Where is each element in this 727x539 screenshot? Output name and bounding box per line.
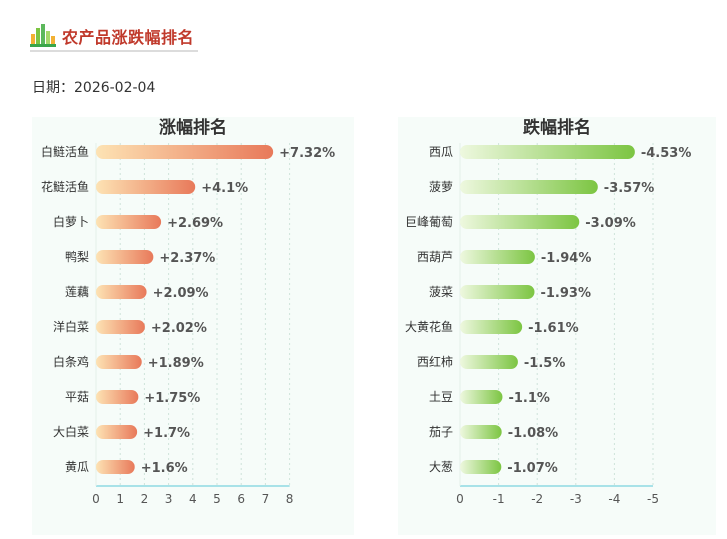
rise-x-tick-label: 7 <box>262 492 270 506</box>
fall-chart-title: 跌幅排名 <box>523 118 591 138</box>
rise-x-tick-label: 0 <box>92 492 100 506</box>
fall-bar <box>460 460 502 474</box>
fall-x-tick-label: -4 <box>608 492 620 506</box>
fall-bar <box>460 215 580 229</box>
fall-bar <box>460 390 503 404</box>
fall-value-label: -1.07% <box>507 461 558 476</box>
fall-value-label: -1.61% <box>528 321 579 336</box>
fall-chart-svg: 0 -1 -2 -3 -4 -5 西瓜 -4.53% 菠萝 -3.57% 巨峰葡萄 -3.09% 西葫芦… <box>405 143 692 506</box>
title-divider <box>30 50 198 52</box>
rise-category-label: 大白菜 <box>53 424 89 439</box>
fall-bar <box>460 250 535 264</box>
rise-category-label: 白萝卜 <box>53 214 89 229</box>
rise-chart-svg: 0 1 2 3 4 5 6 7 8 白鲢活鱼 +7.32% 花鲢活鱼 +4.1% 白萝卜 +2.69% 鸭梨 +… <box>41 143 335 506</box>
rise-category-label: 花鲢活鱼 <box>41 179 89 194</box>
fall-x-tick-label: 0 <box>456 492 464 506</box>
fall-value-label: -1.93% <box>540 286 591 301</box>
fall-category-label: 大葱 <box>429 460 453 474</box>
fall-category-label: 菠萝 <box>429 180 453 194</box>
fall-x-tick-label: -3 <box>570 492 582 506</box>
fall-bar <box>460 145 635 159</box>
fall-category-label: 茄子 <box>429 425 453 439</box>
rise-value-label: +1.6% <box>141 461 188 476</box>
rise-bar <box>96 285 147 299</box>
rise-value-label: +1.75% <box>144 391 200 406</box>
fall-ranking-chart: 跌幅排名 0 -1 -2 -3 -4 -5 西瓜 -4.53% 菠萝 -3.57% 巨峰葡萄 -3.0… <box>398 117 716 535</box>
rise-value-label: +2.02% <box>151 321 207 336</box>
fall-value-label: -3.09% <box>585 216 636 231</box>
fall-bar <box>460 355 518 369</box>
rise-bar <box>96 215 162 229</box>
date-value: 2026-02-04 <box>74 80 156 96</box>
fall-value-label: -1.5% <box>524 356 565 371</box>
rise-x-tick-label: 6 <box>237 492 245 506</box>
rise-value-label: +1.89% <box>148 356 204 371</box>
rise-x-tick-label: 8 <box>286 492 294 506</box>
rise-x-tick-label: 2 <box>141 492 149 506</box>
fall-x-tick-label: -5 <box>647 492 659 506</box>
fall-bar <box>460 180 598 194</box>
fall-bar <box>460 285 535 299</box>
bar-chart-logo-icon <box>30 24 56 47</box>
fall-x-tick-label: -2 <box>531 492 543 506</box>
fall-category-label: 西葫芦 <box>417 250 453 264</box>
fall-bar <box>460 425 502 439</box>
fall-category-label: 巨峰葡萄 <box>405 215 453 229</box>
rise-value-label: +7.32% <box>279 146 335 161</box>
rise-x-tick-label: 4 <box>189 492 197 506</box>
page-header: 农产品涨跌幅排名 <box>30 16 198 54</box>
rise-category-label: 白鲢活鱼 <box>41 144 89 159</box>
rise-value-label: +1.7% <box>143 426 190 441</box>
fall-bar <box>460 320 523 334</box>
rise-bar <box>96 320 145 334</box>
rise-bar <box>96 425 138 439</box>
date-row: 日期：2026-02-04 <box>32 77 155 97</box>
fall-value-label: -3.57% <box>604 181 655 196</box>
rise-x-tick-label: 5 <box>213 492 221 506</box>
rise-category-label: 白条鸡 <box>53 354 89 369</box>
fall-value-label: -1.08% <box>508 426 559 441</box>
rise-value-label: +2.09% <box>153 286 209 301</box>
rise-value-label: +2.37% <box>159 251 215 266</box>
date-label: 日期： <box>32 80 74 96</box>
fall-value-label: -1.94% <box>541 251 592 266</box>
rise-category-label: 鸭梨 <box>65 250 89 264</box>
fall-category-label: 大黄花鱼 <box>405 319 453 334</box>
rise-bar <box>96 250 154 264</box>
fall-category-label: 菠菜 <box>429 285 453 299</box>
fall-category-label: 西红柿 <box>417 354 453 369</box>
rise-bar <box>96 390 139 404</box>
rise-category-label: 黄瓜 <box>65 460 89 474</box>
rise-value-label: +4.1% <box>201 181 248 196</box>
fall-x-tick-label: -1 <box>493 492 505 506</box>
rise-x-tick-label: 3 <box>165 492 173 506</box>
fall-category-label: 土豆 <box>429 390 453 404</box>
fall-category-label: 西瓜 <box>429 145 453 159</box>
rise-bar <box>96 145 274 159</box>
rise-category-label: 莲藕 <box>65 285 89 299</box>
fall-value-label: -1.1% <box>508 391 549 406</box>
rise-chart-title: 涨幅排名 <box>159 118 227 138</box>
rise-category-label: 平菇 <box>65 390 89 404</box>
rise-bar <box>96 460 135 474</box>
rise-category-label: 洋白菜 <box>53 319 89 334</box>
page-title: 农产品涨跌幅排名 <box>62 28 195 47</box>
fall-value-label: -4.53% <box>641 146 692 161</box>
rise-bar <box>96 355 142 369</box>
rise-ranking-chart: 涨幅排名 0 1 2 3 4 5 6 7 8 白鲢活鱼 +7.32% 花鲢活鱼 +4.1% 白萝卜 +2.6… <box>32 117 354 535</box>
rise-x-tick-label: 1 <box>116 492 124 506</box>
rise-bar <box>96 180 196 194</box>
rise-value-label: +2.69% <box>167 216 223 231</box>
